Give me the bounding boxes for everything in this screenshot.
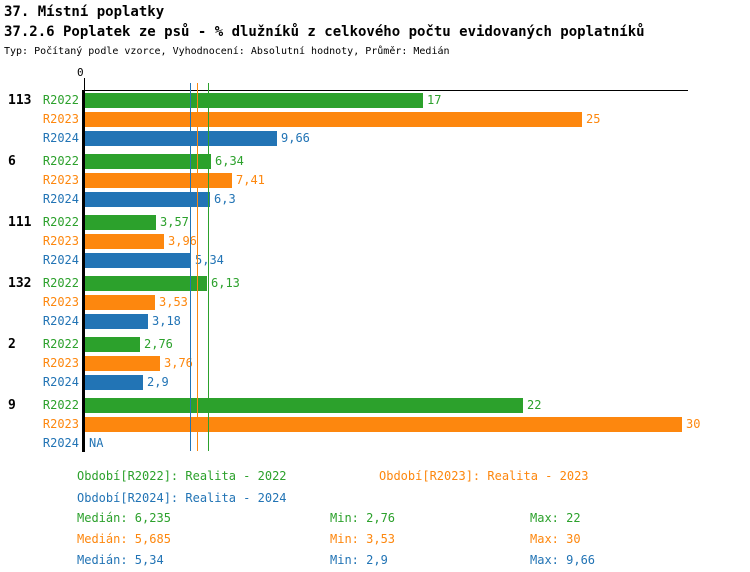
legend-min-r2022: Min: 2,76 — [330, 511, 396, 525]
series-row-label: R2023 — [42, 173, 79, 187]
bar-value-label: 30 — [686, 417, 701, 431]
bar-value-label: 3,57 — [160, 215, 189, 229]
series-row-label: R2022 — [42, 337, 79, 351]
chart-meta-info: Typ: Počítaný podle vzorce, Vyhodnocení:… — [4, 46, 450, 57]
series-row-label: R2022 — [42, 154, 79, 168]
series-row-label: R2023 — [42, 234, 79, 248]
series-row-label: R2023 — [42, 356, 79, 370]
bar — [85, 314, 148, 329]
series-row-label: R2022 — [42, 93, 79, 107]
bar — [85, 375, 143, 390]
bar-value-label: 2,9 — [147, 375, 169, 389]
x-axis-top-line — [84, 90, 688, 91]
series-row-label: R2024 — [42, 314, 79, 328]
bar-value-label: 3,18 — [152, 314, 181, 328]
median-line-r2023 — [197, 83, 198, 451]
bar-value-label: 17 — [427, 93, 442, 107]
group-label: 9 — [8, 398, 16, 413]
legend-min-r2024: Min: 2,9 — [330, 553, 388, 567]
bar — [85, 398, 523, 413]
bar — [85, 112, 582, 127]
group-label: 113 — [8, 93, 32, 108]
bar — [85, 93, 423, 108]
bar — [85, 154, 211, 169]
group-label: 111 — [8, 215, 32, 230]
bar — [85, 234, 164, 249]
legend-max-r2022: Max: 22 — [530, 511, 581, 525]
x-axis-zero-label: 0 — [77, 66, 84, 79]
legend-period-r2022: Období[R2022]: Realita - 2022 — [77, 469, 287, 483]
bar-value-label: 5,34 — [195, 253, 224, 267]
series-row-label: R2022 — [42, 215, 79, 229]
group-label: 2 — [8, 337, 16, 352]
legend-period-r2023: Období[R2023]: Realita - 2023 — [379, 469, 589, 483]
bar — [85, 356, 160, 371]
legend-median-r2022: Medián: 6,235 — [77, 511, 171, 525]
bar-value-label: 6,34 — [215, 154, 244, 168]
x-axis-zero-tick — [84, 78, 85, 90]
bar — [85, 192, 210, 207]
bar — [85, 337, 140, 352]
legend-median-r2023: Medián: 5,685 — [77, 532, 171, 546]
series-row-label: R2022 — [42, 398, 79, 412]
group-label: 132 — [8, 276, 32, 291]
series-row-label: R2023 — [42, 417, 79, 431]
legend-min-r2023: Min: 3,53 — [330, 532, 396, 546]
series-row-label: R2023 — [42, 295, 79, 309]
series-row-label: R2024 — [42, 253, 79, 267]
bar-value-label: 6,3 — [214, 192, 236, 206]
bar-value-label: 25 — [586, 112, 601, 126]
bar-value-label: 7,41 — [236, 173, 265, 187]
bar-value-label: 6,13 — [211, 276, 240, 290]
bar-value-label: 3,76 — [164, 356, 193, 370]
series-row-label: R2024 — [42, 131, 79, 145]
legend-max-r2024: Max: 9,66 — [530, 553, 596, 567]
median-line-r2022 — [208, 83, 209, 451]
bar-value-label: 2,76 — [144, 337, 173, 351]
median-line-r2024 — [190, 83, 191, 451]
bar — [85, 276, 207, 291]
group-label: 6 — [8, 154, 16, 169]
bar — [85, 253, 191, 268]
series-row-label: R2023 — [42, 112, 79, 126]
bar — [85, 215, 156, 230]
legend-median-r2024: Medián: 5,34 — [77, 553, 164, 567]
bar-value-label: 3,96 — [168, 234, 197, 248]
bar-value-label: 22 — [527, 398, 542, 412]
bar-value-label: 9,66 — [281, 131, 310, 145]
series-row-label: R2024 — [42, 192, 79, 206]
bar — [85, 173, 232, 188]
series-row-label: R2022 — [42, 276, 79, 290]
bar — [85, 417, 682, 432]
page-title: 37. Místní poplatky — [4, 4, 165, 20]
series-row-label: R2024 — [42, 375, 79, 389]
bar — [85, 131, 277, 146]
bar — [85, 295, 155, 310]
legend-period-r2024: Období[R2024]: Realita - 2024 — [77, 491, 287, 505]
bar-na-label: NA — [89, 436, 104, 450]
legend-max-r2023: Max: 30 — [530, 532, 581, 546]
series-row-label: R2024 — [42, 436, 79, 450]
y-axis-line — [82, 90, 85, 452]
chart-title: 37.2.6 Poplatek ze psů - % dlužníků z ce… — [4, 24, 645, 40]
bar-value-label: 3,53 — [159, 295, 188, 309]
